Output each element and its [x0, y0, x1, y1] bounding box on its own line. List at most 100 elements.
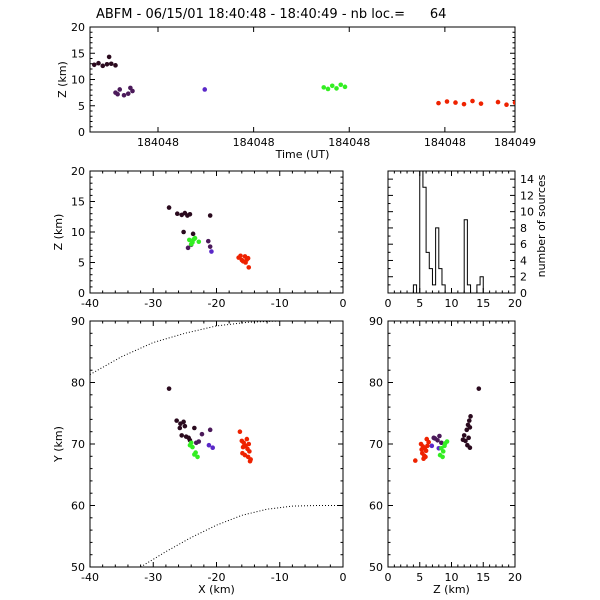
series-2: [206, 442, 216, 450]
source-point: [247, 449, 252, 454]
source-point: [467, 425, 473, 430]
source-point: [191, 237, 197, 242]
histogram-bin: [439, 269, 442, 293]
series-2: [202, 87, 208, 92]
source-point: [91, 62, 97, 68]
y-tick-label: 10: [71, 226, 85, 239]
y-tick-label: 10: [520, 206, 534, 219]
y-tick-label: 14: [520, 173, 534, 186]
source-point: [115, 91, 120, 97]
source-point: [196, 239, 202, 245]
plot-frame: [89, 170, 344, 294]
source-point: [206, 442, 212, 448]
x-tick-label: -10: [271, 297, 289, 310]
range-ring-outer: [140, 505, 343, 567]
source-point: [437, 433, 442, 439]
series-0: [166, 386, 197, 443]
histogram-outline: [388, 171, 515, 293]
panel-altitude-y: 0 5 10 15 20 50 60 70 80 90 Z (km): [369, 315, 522, 596]
source-point: [476, 386, 482, 391]
series-1: [431, 433, 444, 446]
source-point: [423, 448, 429, 454]
x-tick-label: 10: [445, 297, 459, 310]
y-tick-label: 10: [71, 74, 85, 87]
source-point: [207, 244, 213, 249]
source-point: [113, 63, 118, 68]
x-axis-title: Z (km): [433, 583, 470, 596]
source-point: [237, 429, 243, 435]
x-tick-label: 184048: [233, 136, 275, 149]
x-tick-label: 0: [340, 571, 347, 584]
source-point: [245, 255, 251, 261]
y-tick-label: 90: [71, 315, 85, 328]
y-tick-label: 15: [71, 196, 85, 209]
y-tick-label: 70: [369, 438, 383, 451]
source-point: [125, 91, 131, 96]
source-point: [210, 445, 216, 450]
histogram-bin: [432, 285, 435, 293]
source-point: [166, 386, 172, 391]
source-point: [429, 443, 435, 449]
source-point: [130, 88, 135, 94]
y-tick-label: 20: [71, 21, 85, 34]
x-tick-label: 20: [508, 571, 522, 584]
plot-frame: [387, 320, 516, 568]
panel-x-altitude: -40 -30 -20 -10 0 0 5 10 15 20 Z (km): [52, 165, 347, 310]
source-point: [468, 414, 473, 419]
source-point: [199, 431, 205, 437]
y-tick-label: 5: [78, 257, 85, 270]
source-point: [436, 100, 441, 106]
source-point: [187, 212, 193, 217]
source-point: [512, 100, 515, 105]
x-tick-label: 184049: [494, 136, 536, 149]
plot-frame: [89, 320, 344, 568]
y-tick-label: 80: [369, 377, 383, 390]
x-tick-label: 15: [476, 571, 490, 584]
source-point: [188, 241, 194, 247]
series-4: [436, 98, 515, 107]
y-axis-title: number of sources: [535, 174, 548, 277]
series-4: [413, 436, 431, 463]
x-axis-title: X (km): [198, 583, 235, 596]
histogram-bin: [442, 285, 445, 293]
source-point: [467, 445, 473, 450]
x-tick-label: 0: [385, 297, 392, 310]
source-point: [444, 99, 450, 104]
series-2: [429, 443, 442, 451]
source-point: [246, 441, 252, 447]
histogram-bin: [480, 277, 483, 293]
x-tick-label: 15: [476, 297, 490, 310]
plot-frame: [89, 26, 516, 133]
y-tick-label: 15: [71, 47, 85, 60]
source-point: [247, 458, 253, 464]
source-point: [334, 86, 339, 91]
plot-frame: [387, 170, 516, 294]
series-0: [460, 386, 482, 450]
source-point: [495, 99, 501, 105]
series-1: [113, 85, 135, 98]
y-tick-label: 70: [71, 438, 85, 451]
histogram-bin: [426, 252, 429, 293]
plot-content: [388, 171, 515, 293]
source-point: [121, 92, 127, 98]
y-tick-label: 50: [369, 561, 383, 574]
y-tick-label: 12: [520, 189, 534, 202]
y-axis-title: Y (km): [52, 426, 65, 463]
source-point: [461, 101, 467, 107]
source-point: [100, 63, 106, 69]
source-point: [442, 443, 447, 449]
source-point: [504, 102, 509, 107]
x-tick-label: 0: [385, 571, 392, 584]
x-tick-label: 20: [508, 297, 522, 310]
series-3: [321, 82, 348, 92]
histogram-bin: [413, 285, 416, 293]
source-point: [440, 449, 446, 454]
x-tick-label: 184048: [328, 136, 370, 149]
series-4: [237, 429, 253, 464]
source-point: [321, 85, 327, 90]
source-point: [104, 61, 110, 67]
histogram-bin: [477, 285, 480, 293]
source-point: [460, 437, 466, 442]
